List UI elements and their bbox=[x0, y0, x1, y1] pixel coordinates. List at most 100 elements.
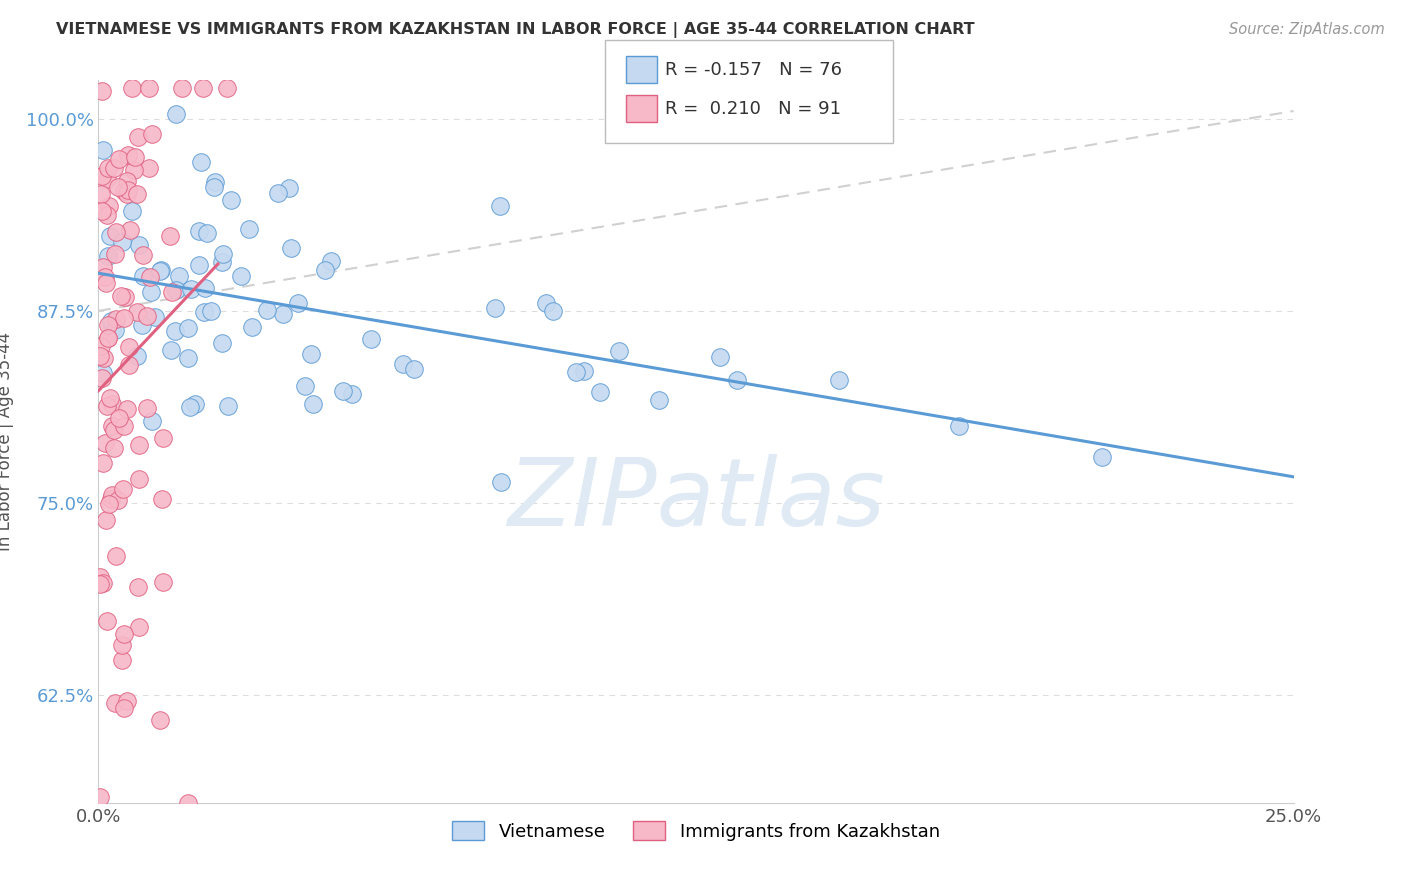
Point bbox=[136, 309, 159, 323]
Y-axis label: In Labor Force | Age 35-44: In Labor Force | Age 35-44 bbox=[0, 332, 14, 551]
Point bbox=[194, 281, 217, 295]
Point bbox=[115, 173, 138, 187]
Point bbox=[211, 254, 233, 268]
Point bbox=[125, 349, 148, 363]
Point bbox=[160, 285, 183, 300]
Point bbox=[332, 384, 354, 398]
Point bbox=[828, 373, 851, 387]
Point bbox=[165, 283, 187, 297]
Point bbox=[299, 347, 322, 361]
Point bbox=[280, 242, 302, 256]
Point bbox=[124, 150, 146, 164]
Point bbox=[484, 301, 506, 315]
Point bbox=[100, 322, 122, 336]
Point bbox=[725, 373, 748, 387]
Point bbox=[177, 351, 200, 366]
Point bbox=[648, 392, 671, 407]
Point bbox=[221, 193, 243, 207]
Point bbox=[117, 187, 139, 202]
Point bbox=[179, 401, 201, 415]
Point bbox=[97, 318, 120, 332]
Point bbox=[150, 263, 173, 277]
Point bbox=[302, 396, 325, 410]
Point bbox=[104, 549, 127, 563]
Point bbox=[128, 238, 150, 252]
Point bbox=[104, 246, 127, 260]
Point bbox=[273, 307, 295, 321]
Point bbox=[217, 400, 239, 414]
Point bbox=[948, 419, 970, 434]
Point bbox=[541, 304, 564, 318]
Point bbox=[589, 384, 612, 399]
Point bbox=[89, 349, 111, 363]
Point bbox=[111, 235, 134, 249]
Text: ZIPatlas: ZIPatlas bbox=[508, 454, 884, 545]
Point bbox=[89, 570, 111, 584]
Point bbox=[98, 199, 121, 213]
Point bbox=[100, 492, 122, 507]
Point bbox=[188, 223, 211, 237]
Point bbox=[136, 401, 159, 415]
Point bbox=[127, 580, 149, 594]
Point bbox=[360, 332, 382, 346]
Point bbox=[103, 161, 125, 176]
Point bbox=[121, 203, 143, 218]
Point bbox=[204, 175, 226, 189]
Point bbox=[96, 172, 118, 186]
Point bbox=[188, 258, 211, 272]
Point bbox=[128, 472, 150, 486]
Point bbox=[103, 442, 125, 456]
Point bbox=[152, 432, 174, 446]
Point bbox=[91, 169, 114, 184]
Point bbox=[215, 81, 238, 95]
Point bbox=[488, 198, 510, 212]
Point bbox=[211, 336, 233, 351]
Point bbox=[190, 155, 212, 169]
Point bbox=[96, 277, 118, 291]
Point bbox=[93, 260, 115, 274]
Point bbox=[392, 357, 415, 371]
Point bbox=[91, 367, 114, 381]
Point bbox=[149, 264, 172, 278]
Point bbox=[107, 493, 129, 508]
Point bbox=[132, 269, 155, 284]
Text: R =  0.210   N = 91: R = 0.210 N = 91 bbox=[665, 100, 841, 118]
Point bbox=[104, 323, 127, 337]
Point bbox=[160, 343, 183, 358]
Point bbox=[211, 247, 233, 261]
Point bbox=[141, 128, 163, 142]
Point bbox=[117, 694, 139, 708]
Point bbox=[112, 700, 135, 714]
Point bbox=[103, 423, 125, 437]
Point bbox=[110, 288, 132, 302]
Point bbox=[101, 396, 124, 410]
Point bbox=[112, 184, 135, 198]
Point bbox=[98, 391, 121, 405]
Point bbox=[104, 696, 127, 710]
Point bbox=[100, 488, 122, 502]
Point bbox=[94, 269, 117, 284]
Point bbox=[150, 491, 173, 506]
Point bbox=[105, 225, 128, 239]
Point bbox=[89, 576, 111, 591]
Point bbox=[180, 282, 202, 296]
Point bbox=[98, 228, 121, 243]
Point bbox=[159, 228, 181, 243]
Point bbox=[128, 438, 150, 452]
Point bbox=[97, 331, 120, 345]
Point bbox=[200, 304, 222, 318]
Point bbox=[125, 305, 148, 319]
Point bbox=[402, 361, 425, 376]
Point bbox=[152, 575, 174, 590]
Point bbox=[128, 620, 150, 634]
Point bbox=[91, 456, 114, 470]
Point bbox=[163, 325, 186, 339]
Point bbox=[266, 186, 288, 201]
Point bbox=[287, 296, 309, 310]
Point bbox=[172, 81, 194, 95]
Point bbox=[101, 419, 124, 434]
Point bbox=[96, 249, 118, 263]
Point bbox=[91, 144, 114, 158]
Point bbox=[93, 351, 115, 365]
Point bbox=[256, 302, 278, 317]
